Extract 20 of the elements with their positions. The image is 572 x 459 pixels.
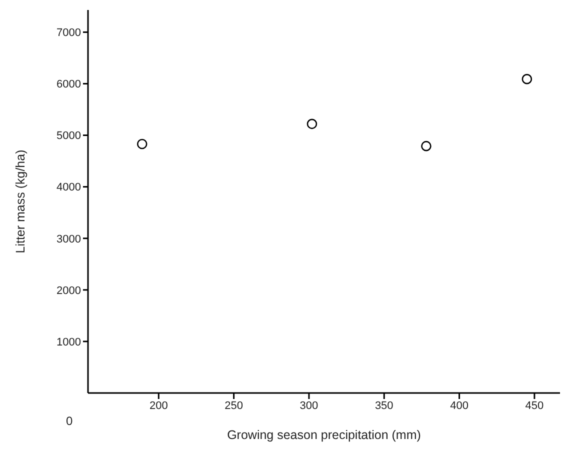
y-tick-label: 7000 <box>56 27 81 40</box>
text: 0 <box>66 414 73 428</box>
y-tick-label: 6000 <box>56 78 81 91</box>
point <box>421 140 432 152</box>
y-tick-label: 2000 <box>56 284 81 297</box>
x-tick-label: 300 <box>300 400 318 412</box>
y-tick-label: 5000 <box>56 130 81 142</box>
y-axis-title: Litter mass (kg/ha) <box>13 150 28 254</box>
x-tick-label: 250 <box>224 400 243 412</box>
point <box>522 74 532 84</box>
x-tick-label: 350 <box>374 400 394 412</box>
x-tick-label: 450 <box>525 400 544 412</box>
x-tick-label: 400 <box>450 400 468 412</box>
y-tick-label: 4000 <box>56 182 81 194</box>
x-tick-label: 200 <box>149 400 168 412</box>
x-axis-title: Growing season precipitation (mm) <box>227 428 421 442</box>
y-tick-label: 1000 <box>56 336 81 348</box>
y-tick-label: 3000 <box>56 233 81 246</box>
point <box>136 138 148 150</box>
point <box>306 118 318 130</box>
